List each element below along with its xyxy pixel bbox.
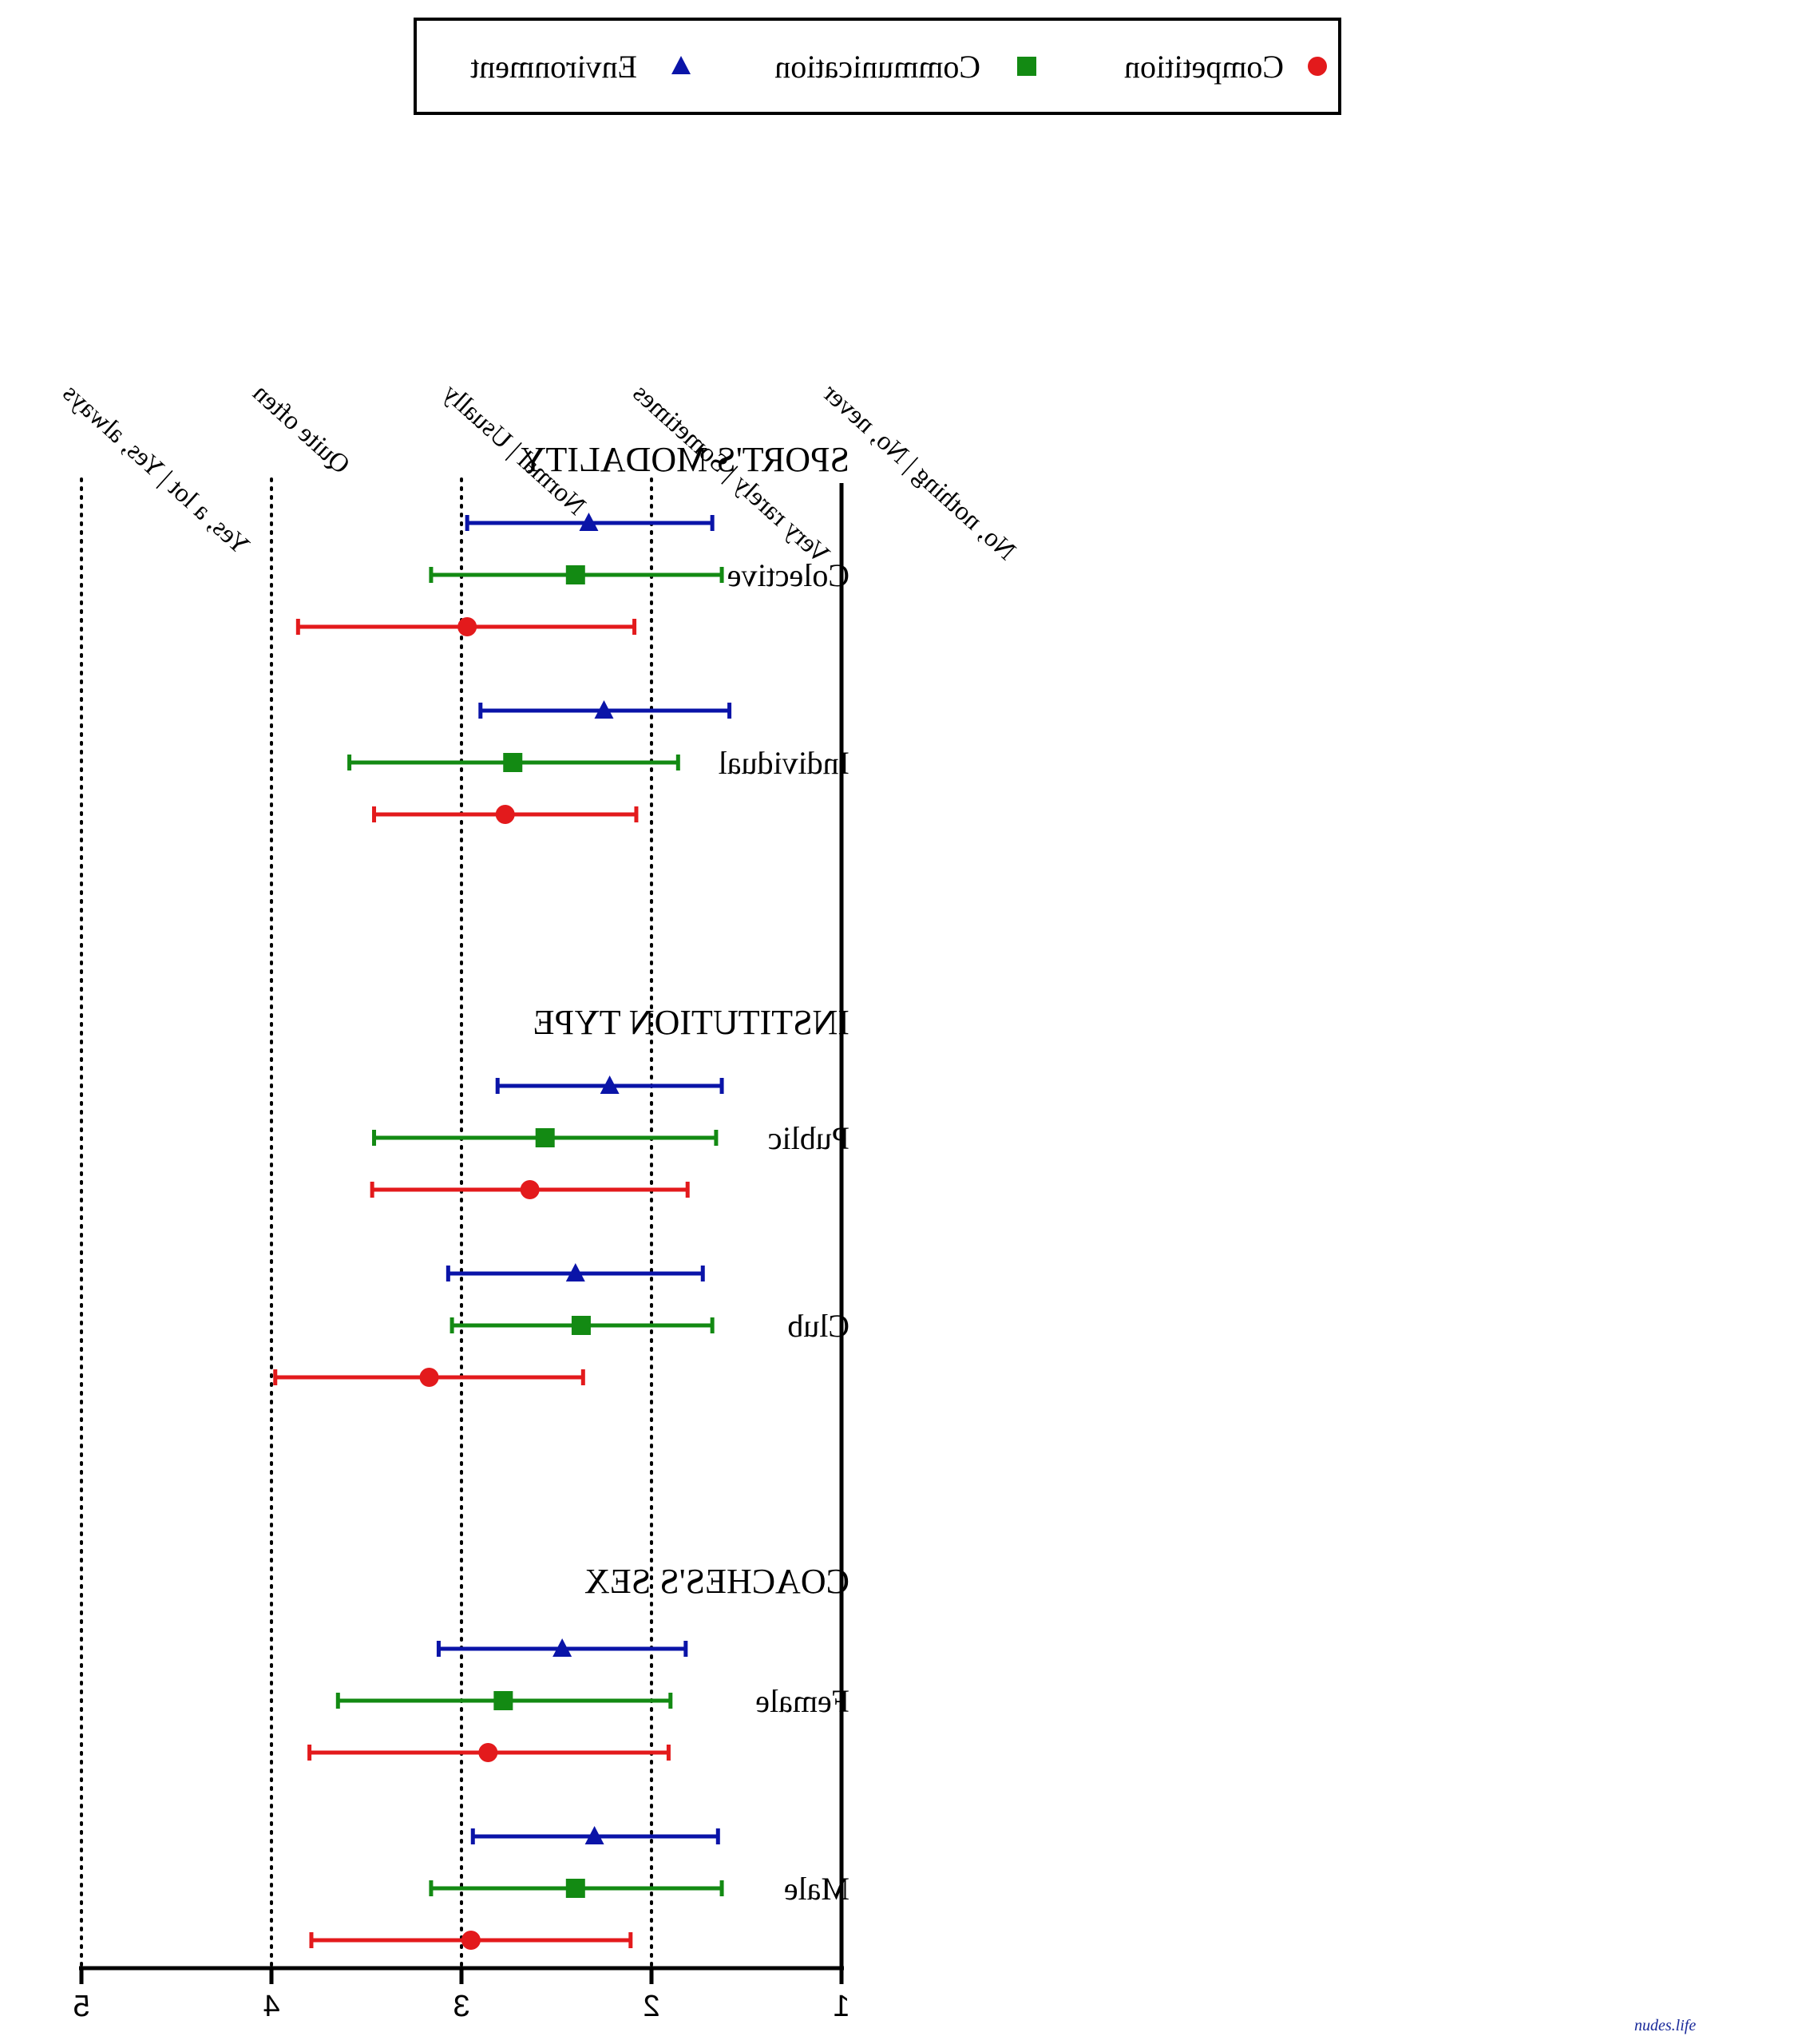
x-tick-label-3: 3 bbox=[453, 1990, 469, 2023]
x-tick-label-2: 2 bbox=[643, 1990, 659, 2023]
errorbar-male-environment bbox=[470, 1826, 720, 1844]
error-bars bbox=[273, 513, 732, 1950]
category-label-male: Male bbox=[784, 1871, 849, 1907]
watermark-text: nudes.life bbox=[1634, 2017, 1696, 2034]
errorbar-male-communication bbox=[429, 1879, 724, 1898]
group-title-sport-s-modality: SPORT'S MODALITY bbox=[521, 440, 849, 479]
mean-marker-individual-environment bbox=[594, 700, 614, 719]
mean-marker-public-communication bbox=[535, 1128, 555, 1147]
legend: Competition Communication Environment bbox=[414, 18, 1341, 115]
mean-marker-club-communication bbox=[571, 1316, 591, 1335]
errorbar-public-communication bbox=[372, 1128, 719, 1147]
legend-marker-environment bbox=[671, 56, 691, 74]
axes: 5 4 3 2 1 bbox=[73, 483, 850, 2023]
mean-marker-female-environment bbox=[552, 1638, 572, 1657]
category-label-individual: Individual bbox=[719, 745, 849, 781]
category-label-female: Female bbox=[755, 1683, 849, 1719]
mean-marker-female-competition bbox=[478, 1743, 498, 1762]
errorbar-male-competition bbox=[309, 1931, 633, 1950]
mean-marker-individual-competition bbox=[495, 805, 515, 824]
x-tick-label-5: 5 bbox=[73, 1990, 89, 2023]
category-label-public: Public bbox=[768, 1120, 849, 1156]
errorbar-individual-competition bbox=[372, 805, 639, 824]
group-title-institution-type: INSTITUTION TYPE bbox=[533, 1003, 849, 1042]
errorbar-individual-communication bbox=[347, 753, 680, 772]
errorbar-public-competition bbox=[370, 1180, 690, 1199]
errorbar-individual-environment bbox=[478, 700, 732, 719]
scale-label-yes-a-lot-yes-always: Yes, a lot | Yes, always bbox=[57, 378, 255, 561]
legend-marker-communication bbox=[1017, 57, 1036, 76]
errorbar-club-competition bbox=[273, 1368, 585, 1387]
errorbar-club-environment bbox=[446, 1263, 705, 1281]
mean-marker-club-competition bbox=[419, 1368, 439, 1387]
legend-label-communication: Communication bbox=[774, 49, 980, 85]
errorbar-female-environment bbox=[436, 1638, 688, 1657]
legend-box bbox=[414, 18, 1341, 115]
errorbar-colective-environment bbox=[465, 513, 715, 531]
gridlines bbox=[80, 477, 653, 1970]
errorbar-female-communication bbox=[335, 1691, 673, 1710]
mean-marker-public-environment bbox=[600, 1075, 620, 1094]
mean-marker-colective-competition bbox=[457, 617, 477, 636]
category-label-colective: Colective bbox=[727, 557, 849, 593]
group-title-coaches-s-sex: COACHES'S SEX bbox=[584, 1562, 849, 1601]
errorbar-club-communication bbox=[449, 1316, 715, 1335]
mean-marker-colective-environment bbox=[579, 513, 599, 531]
mean-marker-male-competition bbox=[461, 1931, 481, 1950]
mean-marker-club-environment bbox=[565, 1263, 585, 1281]
mean-marker-male-environment bbox=[584, 1826, 604, 1844]
mean-marker-colective-communication bbox=[565, 565, 585, 584]
x-tick-label-1: 1 bbox=[833, 1990, 849, 2023]
x-tick-label-4: 4 bbox=[263, 1990, 279, 2023]
mean-marker-individual-communication bbox=[503, 753, 523, 772]
legend-label-competition: Competition bbox=[1124, 49, 1284, 85]
errorbar-colective-communication bbox=[429, 565, 724, 584]
scale-label-quite-often: Quite often bbox=[248, 378, 355, 480]
mean-marker-female-communication bbox=[493, 1691, 513, 1710]
mean-marker-male-communication bbox=[565, 1879, 585, 1898]
legend-marker-competition bbox=[1308, 57, 1327, 76]
errorbar-colective-competition bbox=[295, 617, 637, 636]
mean-marker-public-competition bbox=[520, 1180, 540, 1199]
errorbar-female-competition bbox=[307, 1743, 671, 1762]
legend-label-environment: Environment bbox=[470, 49, 637, 85]
errorbar-public-environment bbox=[495, 1075, 724, 1094]
category-label-club: Club bbox=[787, 1308, 849, 1344]
